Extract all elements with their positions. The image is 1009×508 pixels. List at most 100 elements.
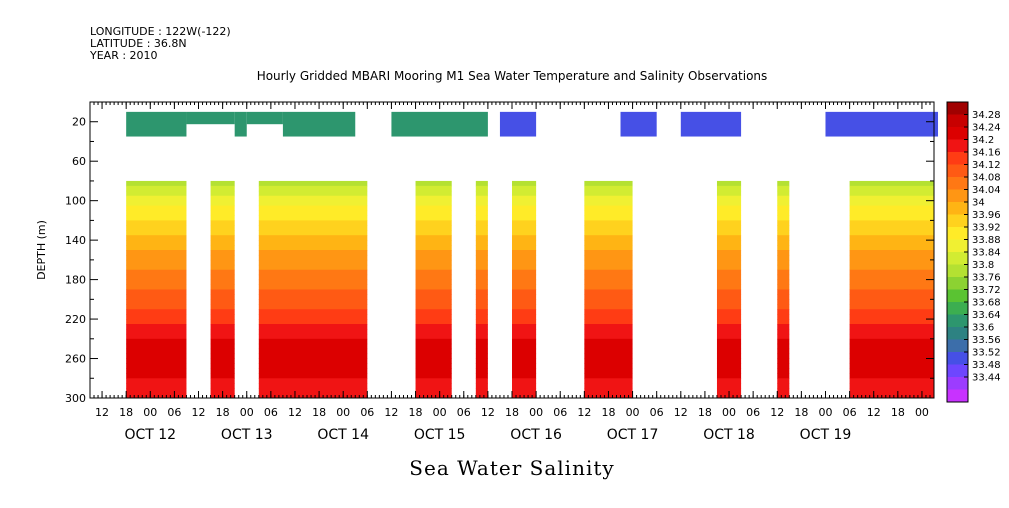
salinity-band — [584, 205, 633, 212]
salinity-band — [716, 254, 742, 261]
salinity-band — [126, 190, 187, 197]
salinity-band — [126, 180, 187, 187]
salinity-band — [716, 195, 742, 202]
salinity-band — [210, 274, 235, 281]
salinity-band — [849, 328, 934, 335]
salinity-band — [512, 245, 537, 251]
salinity-band — [584, 279, 633, 286]
y-tick-label: 20 — [72, 116, 86, 129]
salinity-band — [415, 353, 452, 360]
salinity-band — [849, 210, 934, 216]
salinity-band — [258, 274, 368, 281]
salinity-band — [716, 225, 742, 231]
salinity-band — [210, 259, 235, 266]
x-tick-label: 06 — [360, 406, 374, 419]
x-date-label: OCT 16 — [510, 427, 562, 443]
salinity-band — [777, 309, 790, 315]
salinity-band — [258, 240, 368, 246]
salinity-band — [126, 269, 187, 276]
salinity-band — [584, 210, 633, 216]
colorbar-swatch — [947, 364, 968, 378]
salinity-band — [258, 254, 368, 261]
salinity-band — [849, 309, 934, 315]
salinity-band — [126, 205, 187, 212]
x-tick-label: 18 — [216, 406, 230, 419]
salinity-band — [716, 358, 742, 364]
surface-salinity-block — [126, 111, 187, 137]
salinity-band — [584, 358, 633, 364]
salinity-band — [584, 333, 633, 340]
salinity-band — [415, 289, 452, 295]
salinity-band — [415, 264, 452, 271]
salinity-band — [258, 190, 368, 197]
colorbar-tick-label: 33.68 — [972, 298, 1001, 309]
salinity-band — [475, 185, 488, 192]
x-date-label: OCT 19 — [800, 427, 852, 443]
salinity-band — [210, 230, 235, 236]
salinity-band — [126, 240, 187, 246]
salinity-band — [512, 210, 537, 216]
colorbar-swatch — [947, 277, 968, 290]
colorbar-swatch — [947, 114, 968, 128]
x-tick-label: 00 — [433, 406, 447, 419]
salinity-band — [512, 254, 537, 261]
salinity-band — [126, 353, 187, 360]
salinity-band — [415, 210, 452, 216]
salinity-band — [716, 220, 742, 226]
salinity-band — [777, 363, 790, 369]
salinity-band — [475, 299, 488, 305]
salinity-band — [258, 353, 368, 360]
salinity-band — [475, 373, 488, 379]
x-tick-label: 12 — [577, 406, 591, 419]
salinity-band — [512, 388, 537, 394]
salinity-band — [777, 220, 790, 226]
salinity-band — [258, 368, 368, 374]
salinity-band — [777, 388, 790, 394]
salinity-band — [849, 393, 934, 399]
salinity-band — [849, 338, 934, 345]
salinity-band — [512, 274, 537, 281]
x-tick-label: 12 — [384, 406, 398, 419]
salinity-band — [126, 289, 187, 295]
salinity-band — [475, 254, 488, 261]
salinity-band — [210, 353, 235, 360]
salinity-band — [849, 299, 934, 305]
x-tick-label: 18 — [698, 406, 712, 419]
salinity-band — [777, 373, 790, 379]
salinity-band — [126, 314, 187, 320]
salinity-band — [777, 250, 790, 256]
salinity-band — [777, 333, 790, 340]
x-tick-label: 06 — [553, 406, 567, 419]
salinity-band — [415, 215, 452, 221]
salinity-band — [716, 264, 742, 271]
salinity-band — [126, 324, 187, 330]
salinity-band — [258, 284, 368, 290]
colorbar-swatch — [947, 377, 968, 390]
salinity-band — [475, 348, 488, 355]
salinity-band — [716, 314, 742, 320]
salinity-band — [126, 215, 187, 221]
salinity-band — [210, 254, 235, 261]
salinity-band — [716, 215, 742, 221]
salinity-band — [777, 274, 790, 281]
salinity-band — [126, 299, 187, 305]
salinity-band — [584, 314, 633, 320]
salinity-band — [475, 383, 488, 389]
salinity-band — [512, 348, 537, 355]
salinity-band — [258, 304, 368, 310]
salinity-band — [415, 383, 452, 389]
salinity-band — [475, 200, 488, 207]
salinity-band — [258, 378, 368, 384]
salinity-band — [258, 195, 368, 202]
salinity-band — [777, 225, 790, 231]
salinity-band — [512, 230, 537, 236]
colorbar-tick-label: 34.24 — [972, 123, 1001, 134]
salinity-band — [210, 314, 235, 320]
surface-salinity-top-block — [246, 111, 283, 125]
salinity-band — [584, 259, 633, 266]
salinity-band — [475, 245, 488, 251]
salinity-band — [849, 225, 934, 231]
colorbar-tick-label: 34.16 — [972, 148, 1001, 159]
salinity-band — [126, 235, 187, 241]
salinity-band — [258, 289, 368, 295]
